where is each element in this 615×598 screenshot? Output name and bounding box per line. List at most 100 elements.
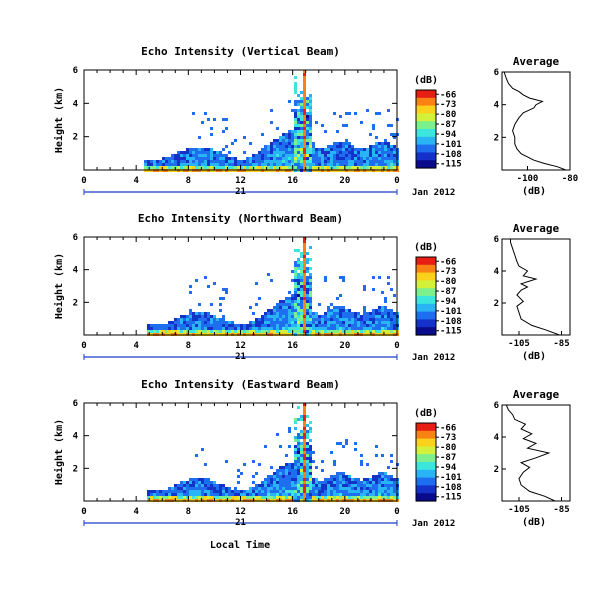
heatmap-cell	[225, 487, 228, 490]
heatmap-cell	[393, 148, 396, 151]
heatmap-cell	[171, 157, 174, 160]
heatmap-cell	[276, 318, 279, 321]
colorbar-segment	[416, 274, 436, 278]
heatmap-cell	[270, 309, 273, 312]
heatmap-cell	[369, 315, 372, 318]
heatmap-cell	[303, 481, 306, 484]
heatmap-cell	[264, 327, 267, 330]
heatmap-cell	[321, 163, 324, 166]
heatmap-cell	[285, 309, 288, 312]
x-tick-label: 20	[339, 507, 350, 517]
heatmap-cell	[324, 130, 327, 133]
heatmap-cell	[342, 306, 345, 309]
heatmap-cell	[243, 151, 246, 154]
heatmap-cell	[351, 330, 354, 333]
heatmap-cell	[300, 97, 303, 100]
heatmap-cell	[300, 118, 303, 121]
heatmap-cell	[198, 478, 201, 481]
heatmap-cell	[279, 487, 282, 490]
heatmap-cell	[309, 324, 312, 327]
heatmap-cell	[159, 166, 162, 169]
heatmap-cell	[333, 324, 336, 327]
heatmap-cell	[249, 142, 252, 145]
heatmap-cell	[393, 166, 396, 169]
heatmap-cell	[306, 324, 309, 327]
heatmap-cell	[183, 327, 186, 330]
heatmap-cell	[312, 451, 315, 454]
heatmap-cell	[369, 318, 372, 321]
heatmap-cell	[336, 327, 339, 330]
heatmap-cell	[234, 493, 237, 496]
heatmap-cell	[156, 490, 159, 493]
heatmap-cell	[384, 490, 387, 493]
heatmap-cell	[192, 160, 195, 163]
heatmap-cell	[324, 490, 327, 493]
heatmap-cell	[294, 469, 297, 472]
heatmap-cell	[318, 318, 321, 321]
panel-title: Echo Intensity (Northward Beam)	[138, 212, 343, 225]
heatmap-cell	[297, 151, 300, 154]
heatmap-cell	[345, 160, 348, 163]
heatmap-cell	[327, 490, 330, 493]
heatmap-cell	[270, 475, 273, 478]
heatmap-cell	[273, 139, 276, 142]
heatmap-cell	[303, 442, 306, 445]
heatmap-cell	[393, 154, 396, 157]
heatmap-cell	[360, 154, 363, 157]
heatmap-cell	[327, 496, 330, 499]
heatmap-cell	[282, 466, 285, 469]
heatmap-cell	[288, 478, 291, 481]
colorbar-segment	[416, 272, 436, 276]
heatmap-cell	[312, 321, 315, 324]
heatmap-cell	[288, 496, 291, 499]
heatmap-cell	[291, 472, 294, 475]
y-tick-label: 2	[73, 133, 78, 143]
heatmap-cell	[393, 157, 396, 160]
heatmap-cell	[390, 309, 393, 312]
heatmap-cell	[387, 276, 390, 279]
heatmap-cell	[288, 484, 291, 487]
heatmap-cell	[375, 445, 378, 448]
heatmap-cell	[300, 312, 303, 315]
heatmap-cell	[189, 330, 192, 333]
heatmap-cell	[261, 484, 264, 487]
heatmap-cell	[150, 490, 153, 493]
heatmap-cell	[375, 484, 378, 487]
heatmap-cell	[228, 330, 231, 333]
heatmap-cell	[153, 496, 156, 499]
colorbar-segment	[416, 446, 436, 449]
heatmap-cell	[366, 324, 369, 327]
heatmap-cell	[348, 315, 351, 318]
heatmap-cell	[297, 115, 300, 118]
heatmap-cell	[225, 166, 228, 169]
heatmap-cell	[309, 466, 312, 469]
heatmap-cell	[231, 157, 234, 160]
heatmap-cell	[288, 309, 291, 312]
heatmap-cell	[285, 454, 288, 457]
heatmap-cell	[375, 321, 378, 324]
colorbar-segment	[416, 495, 436, 498]
heatmap-cell	[192, 327, 195, 330]
heatmap-cell	[219, 330, 222, 333]
heatmap-cell	[171, 163, 174, 166]
heatmap-cell	[252, 163, 255, 166]
heatmap-cell	[309, 460, 312, 463]
heatmap-cell	[300, 451, 303, 454]
colorbar-segment	[416, 294, 436, 297]
heatmap-cell	[234, 327, 237, 330]
heatmap-cell	[306, 445, 309, 448]
heatmap-cell	[342, 490, 345, 493]
colorbar-unit: (dB)	[414, 408, 438, 419]
heatmap-cell	[372, 315, 375, 318]
heatmap-cell	[201, 324, 204, 327]
heatmap-cell	[330, 309, 333, 312]
heatmap-cell	[210, 484, 213, 487]
heatmap-cell	[243, 330, 246, 333]
heatmap-cell	[330, 154, 333, 157]
heatmap-cell	[207, 151, 210, 154]
heatmap-cell	[282, 163, 285, 166]
heatmap-cell	[222, 130, 225, 133]
colorbar-tick-label: -87	[440, 120, 456, 130]
heatmap-cell	[279, 139, 282, 142]
heatmap-cell	[300, 121, 303, 124]
